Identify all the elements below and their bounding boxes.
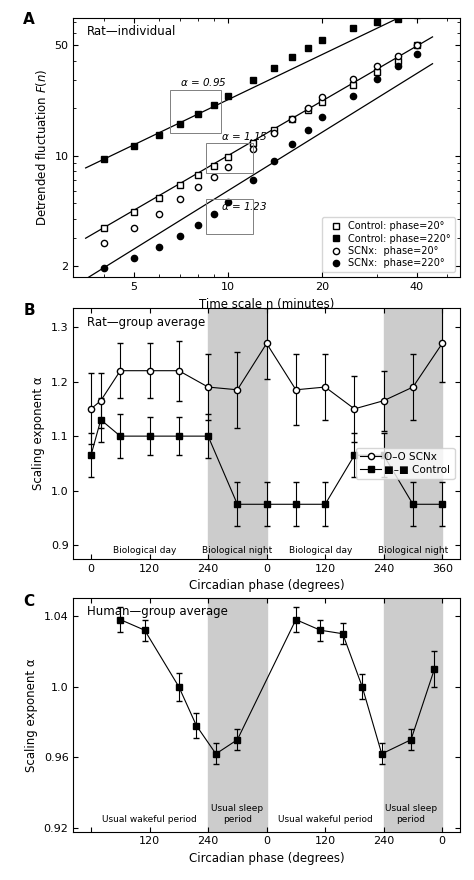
Text: Biological day: Biological day: [113, 546, 176, 555]
Text: Usual wakeful period: Usual wakeful period: [102, 815, 197, 824]
Text: B: B: [23, 303, 35, 318]
Text: Usual wakeful period: Usual wakeful period: [278, 815, 373, 824]
Text: A: A: [23, 12, 35, 27]
Text: Biological night: Biological night: [378, 546, 448, 555]
Legend: Control: phase=20°, Control: phase=220°, SCNx:  phase=20°, SCNx:  phase=220°: Control: phase=20°, Control: phase=220°,…: [322, 217, 455, 272]
Bar: [170, 91, 221, 133]
Bar: [206, 199, 253, 234]
Bar: [208, 598, 266, 832]
Text: Rat—individual: Rat—individual: [87, 26, 176, 39]
Bar: [206, 143, 253, 172]
Y-axis label: Scaling exponent α: Scaling exponent α: [32, 377, 46, 490]
Legend: O–O SCNx, ■–■ Control: O–O SCNx, ■–■ Control: [356, 448, 455, 480]
Text: Biological day: Biological day: [289, 546, 352, 555]
Text: Biological night: Biological night: [202, 546, 273, 555]
Text: Rat—group average: Rat—group average: [87, 316, 205, 328]
X-axis label: Circadian phase (degrees): Circadian phase (degrees): [189, 579, 345, 592]
Text: Human—group average: Human—group average: [87, 605, 228, 619]
X-axis label: Circadian phase (degrees): Circadian phase (degrees): [189, 852, 345, 865]
Text: $\alpha$ = 0.95: $\alpha$ = 0.95: [180, 77, 227, 88]
X-axis label: Time scale n (minutes): Time scale n (minutes): [199, 297, 334, 311]
Y-axis label: Detrended fluctuation $F(n)$: Detrended fluctuation $F(n)$: [34, 69, 49, 226]
Text: $\alpha$ = 1.15: $\alpha$ = 1.15: [221, 130, 268, 143]
Text: $\alpha$ = 1.23: $\alpha$ = 1.23: [221, 201, 268, 212]
Bar: [383, 598, 442, 832]
Text: Usual sleep
period: Usual sleep period: [211, 804, 264, 824]
Text: C: C: [23, 594, 35, 609]
Y-axis label: Scaling exponent α: Scaling exponent α: [25, 658, 38, 772]
Bar: [383, 308, 442, 559]
Text: Usual sleep
period: Usual sleep period: [385, 804, 437, 824]
Bar: [208, 308, 266, 559]
